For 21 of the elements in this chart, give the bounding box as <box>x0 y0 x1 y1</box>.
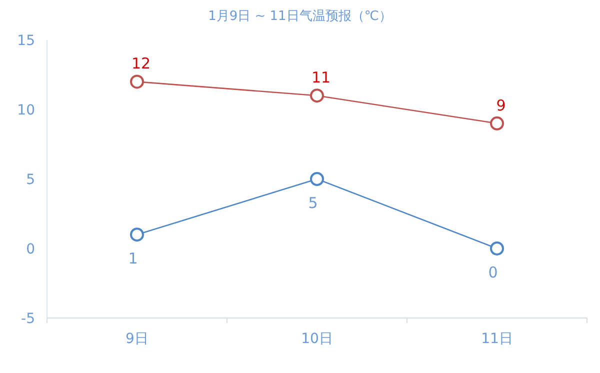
y-tick-label: 0 <box>26 242 35 258</box>
y-tick-label: -5 <box>21 311 35 327</box>
data-label: 1 <box>128 250 138 268</box>
data-label: 9 <box>496 96 506 114</box>
data-label: 11 <box>311 68 331 87</box>
x-tick-label: 9日 <box>126 331 148 347</box>
y-tick-label: 15 <box>17 33 35 49</box>
x-tick-label: 10日 <box>301 331 333 347</box>
point <box>310 172 324 186</box>
data-label: 12 <box>131 54 151 73</box>
chart-title: 1月9日 ~ 11日气温预报（℃） <box>208 9 392 24</box>
data-label: 5 <box>308 194 318 212</box>
point <box>310 88 324 103</box>
y-tick-label: 5 <box>26 172 35 188</box>
y-tick-label: 10 <box>17 102 35 118</box>
point <box>490 242 504 256</box>
point <box>130 74 144 89</box>
point <box>490 116 504 130</box>
point <box>130 228 144 242</box>
x-tick-label: 11日 <box>481 331 513 347</box>
data-label: 0 <box>488 264 498 282</box>
